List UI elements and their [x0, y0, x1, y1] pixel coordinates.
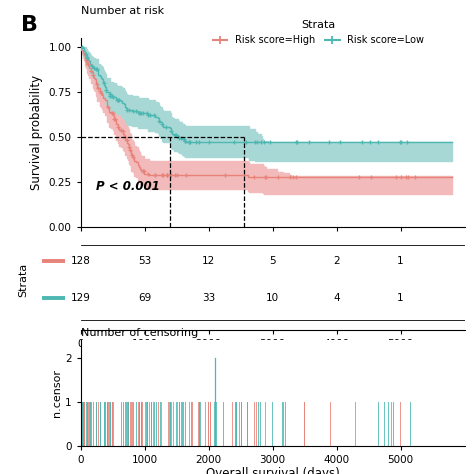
Text: 12: 12: [202, 256, 215, 266]
Y-axis label: Survival probability: Survival probability: [30, 75, 43, 190]
Text: 1: 1: [397, 256, 404, 266]
Text: Strata: Strata: [18, 263, 28, 297]
Text: 53: 53: [138, 256, 151, 266]
X-axis label: Overall survival (days): Overall survival (days): [206, 352, 339, 365]
Text: 129: 129: [71, 293, 91, 303]
Text: 5: 5: [269, 256, 276, 266]
Text: 1: 1: [397, 293, 404, 303]
Text: Number at risk: Number at risk: [81, 6, 164, 16]
Text: Number of censoring: Number of censoring: [81, 328, 198, 338]
Legend: Risk score=High, Risk score=Low: Risk score=High, Risk score=Low: [209, 16, 428, 49]
Text: 33: 33: [202, 293, 215, 303]
Text: B: B: [21, 15, 38, 35]
Text: P < 0.001: P < 0.001: [96, 180, 160, 193]
X-axis label: Overall survival (days): Overall survival (days): [206, 467, 339, 474]
Text: 10: 10: [266, 293, 279, 303]
Text: 2: 2: [333, 256, 340, 266]
Y-axis label: n.censor: n.censor: [52, 369, 62, 417]
Text: 69: 69: [138, 293, 151, 303]
Text: 128: 128: [71, 256, 91, 266]
Text: 4: 4: [333, 293, 340, 303]
